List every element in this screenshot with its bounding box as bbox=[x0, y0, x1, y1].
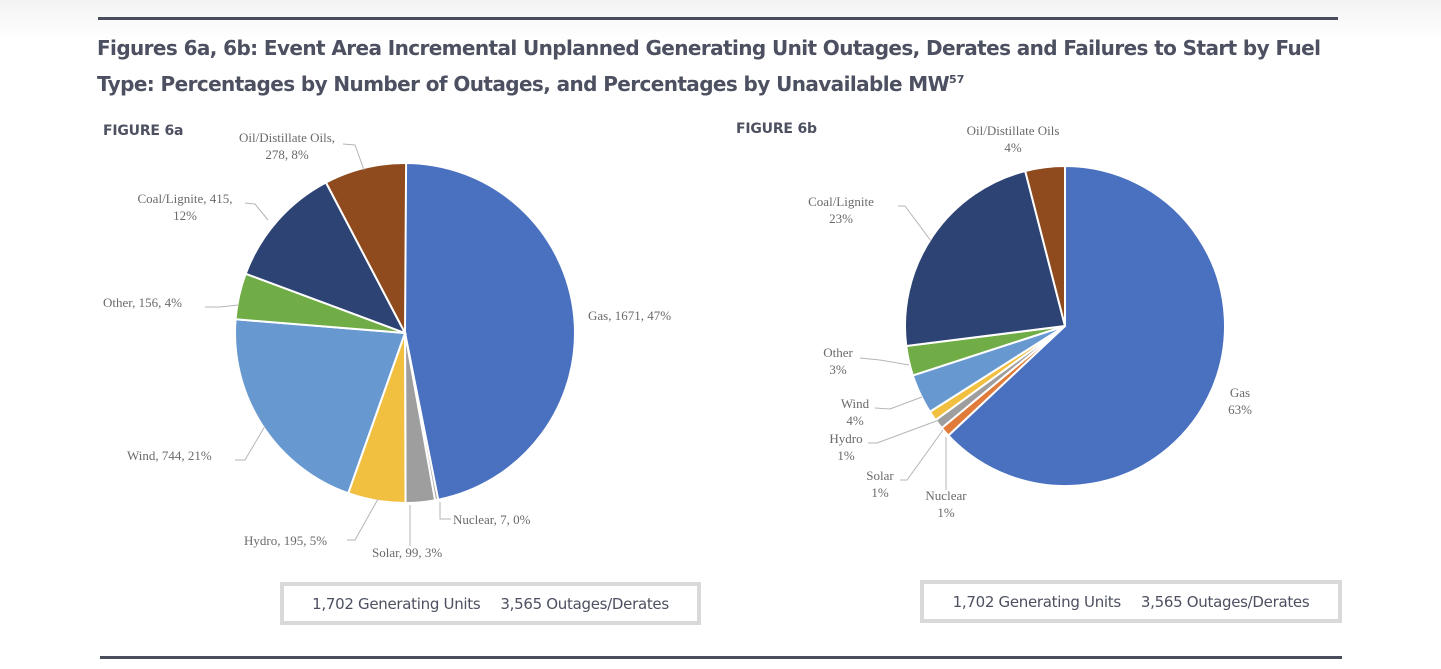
slice-label-line: Coal/Lignite bbox=[808, 194, 874, 209]
leader-line bbox=[205, 304, 239, 308]
slice-label-other: Other, 156, 4% bbox=[103, 295, 182, 310]
leader-line bbox=[244, 202, 269, 221]
leader-line bbox=[868, 419, 940, 444]
leader-line bbox=[859, 357, 910, 366]
slice-label-line: Other bbox=[823, 345, 853, 360]
slice-label-line: Gas, 1671, 47% bbox=[588, 308, 671, 323]
slice-label-line: Hydro bbox=[829, 431, 862, 446]
generating-units-count: 1,702 Generating Units bbox=[312, 594, 481, 613]
slice-label-line: Nuclear, 7, 0% bbox=[453, 512, 531, 527]
leader-line bbox=[439, 502, 451, 520]
fig6b-pie: Gas 63% Nuclear 1% Solar 1% Hydro 1% Wind 4% Other… bbox=[808, 123, 1252, 520]
slice-label-line: 278, 8% bbox=[265, 147, 309, 162]
figure-6b-label: FIGURE 6b bbox=[736, 121, 817, 137]
slice-label-line: 4% bbox=[846, 413, 864, 428]
slice-label-line: 4% bbox=[1004, 140, 1022, 155]
title-text: Figures 6a, 6b: Event Area Incremental U… bbox=[97, 36, 1321, 96]
slice-label-line: 23% bbox=[829, 211, 853, 226]
slice-label-line: Wind, 744, 21% bbox=[127, 448, 212, 463]
leader-line bbox=[898, 205, 932, 242]
pie-slice-gas[interactable] bbox=[946, 164, 1226, 487]
slice-label-nuclear: Nuclear, 7, 0% bbox=[453, 512, 531, 527]
slice-label-line: Oil/Distillate Oils, bbox=[239, 130, 335, 145]
pie-slice-gas[interactable] bbox=[404, 161, 576, 501]
top-divider bbox=[98, 17, 1338, 20]
slice-label-hydro: Hydro 1% bbox=[829, 431, 862, 463]
slice-label-line: Hydro, 195, 5% bbox=[244, 533, 327, 548]
slice-label-line: Nuclear bbox=[925, 488, 967, 503]
slice-label-line: 3% bbox=[829, 362, 847, 377]
leader-line bbox=[874, 396, 923, 410]
figure-6a-label: FIGURE 6a bbox=[103, 123, 184, 139]
slice-label-line: Gas bbox=[1230, 385, 1250, 400]
slice-label-coal-lignite: Coal/Lignite, 415, 12% bbox=[138, 191, 233, 223]
footnote-marker[interactable]: 57 bbox=[949, 73, 965, 86]
slice-label-gas: Gas, 1671, 47% bbox=[588, 308, 671, 323]
slice-label-line: Solar, 99, 3% bbox=[372, 545, 442, 560]
slice-label-wind: Wind, 744, 21% bbox=[127, 448, 212, 463]
slice-label-solar: Solar 1% bbox=[866, 468, 894, 500]
slice-label-line: Solar bbox=[866, 468, 894, 483]
slice-label-wind: Wind 4% bbox=[841, 396, 870, 428]
page-title: Figures 6a, 6b: Event Area Incremental U… bbox=[97, 32, 1337, 100]
slice-label-hydro: Hydro, 195, 5% bbox=[244, 533, 327, 548]
slice-label-solar: Solar, 99, 3% bbox=[372, 545, 442, 560]
slice-label-line: Wind bbox=[841, 396, 870, 411]
leader-line bbox=[900, 429, 944, 481]
slice-label-line: Oil/Distillate Oils bbox=[967, 123, 1060, 138]
slice-label-nuclear: Nuclear 1% bbox=[925, 488, 967, 520]
slice-label-oil-distillate-oils: Oil/Distillate Oils 4% bbox=[967, 123, 1060, 155]
slice-label-line: 12% bbox=[173, 208, 197, 223]
outages-count: 3,565 Outages/Derates bbox=[500, 594, 669, 613]
slice-label-line: 1% bbox=[871, 485, 889, 500]
pie-slice-oil-distillate-oils[interactable] bbox=[1023, 164, 1066, 327]
slice-label-line: 63% bbox=[1228, 402, 1252, 417]
slice-label-other: Other 3% bbox=[823, 345, 853, 377]
pie-slice-oil-distillate-oils[interactable] bbox=[324, 162, 408, 334]
outages-count: 3,565 Outages/Derates bbox=[1140, 592, 1310, 611]
slice-label-line: 1% bbox=[837, 448, 855, 463]
leader-line bbox=[347, 498, 379, 541]
pie-slice-coal-lignite[interactable] bbox=[244, 181, 408, 335]
slice-label-coal-lignite: Coal/Lignite 23% bbox=[808, 194, 874, 226]
slice-label-line: Coal/Lignite, 415, bbox=[138, 191, 233, 206]
slice-label-gas: Gas 63% bbox=[1228, 385, 1252, 417]
slice-label-line: 1% bbox=[937, 505, 955, 520]
leader-line bbox=[235, 425, 266, 461]
generating-units-count: 1,702 Generating Units bbox=[952, 592, 1122, 611]
leader-line bbox=[342, 143, 365, 171]
bottom-divider bbox=[100, 656, 1342, 659]
pie-slice-coal-lignite[interactable] bbox=[904, 169, 1067, 348]
figure-6b-summary: 1,702 Generating Units 3,565 Outages/Der… bbox=[920, 580, 1342, 623]
slice-label-line: Other, 156, 4% bbox=[103, 295, 182, 310]
slice-label-oil-distillate-oils: Oil/Distillate Oils, 278, 8% bbox=[239, 130, 335, 162]
pie-slice-wind[interactable] bbox=[234, 318, 407, 495]
fig6a-pie: Gas, 1671, 47% Nuclear, 7, 0% Solar, 99, 3… bbox=[103, 130, 671, 560]
figure-6a-summary: 1,702 Generating Units 3,565 Outages/Der… bbox=[280, 582, 701, 625]
